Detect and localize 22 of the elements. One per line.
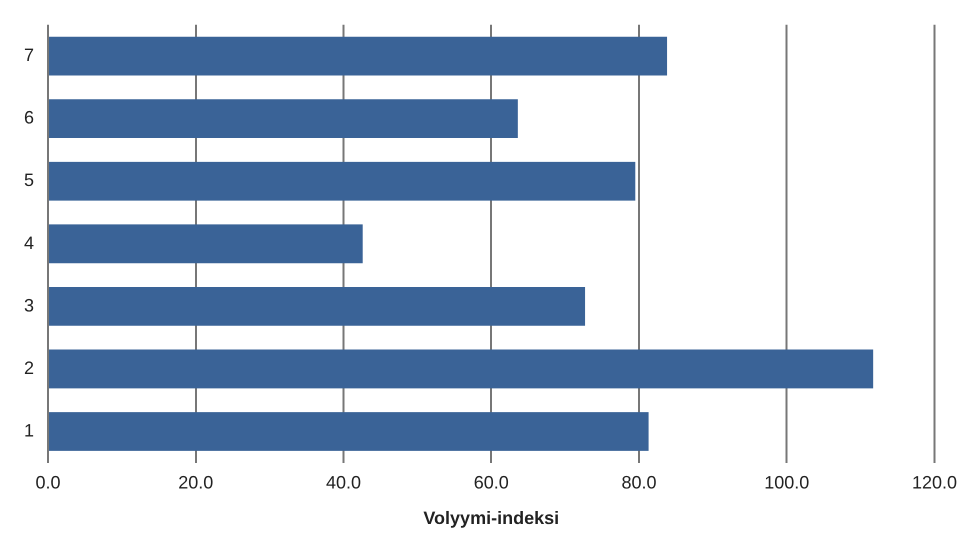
x-tick-label: 60.0 xyxy=(474,472,509,493)
bar xyxy=(49,36,668,76)
bar xyxy=(49,99,518,138)
y-tick-label: 2 xyxy=(24,358,34,378)
bar xyxy=(49,162,636,201)
x-axis-title: Volyymi-indeksi xyxy=(423,508,560,528)
x-tick-label: 120.0 xyxy=(912,472,957,493)
x-tick-label: 100.0 xyxy=(764,472,810,493)
y-tick-label: 7 xyxy=(24,45,34,66)
y-tick-label: 5 xyxy=(24,170,34,190)
bar xyxy=(49,286,586,326)
x-tick-label: 40.0 xyxy=(326,472,362,493)
y-tick-label: 6 xyxy=(24,108,34,128)
x-tick-label: 20.0 xyxy=(178,472,214,493)
y-tick-label: 1 xyxy=(24,420,34,440)
y-tick-label: 3 xyxy=(24,295,34,316)
x-tick-label: 0.0 xyxy=(35,472,61,493)
bar xyxy=(49,350,874,388)
x-tick-label: 80.0 xyxy=(621,472,657,493)
y-tick-label: 4 xyxy=(24,232,34,253)
bar xyxy=(49,224,363,264)
bar xyxy=(49,412,649,451)
